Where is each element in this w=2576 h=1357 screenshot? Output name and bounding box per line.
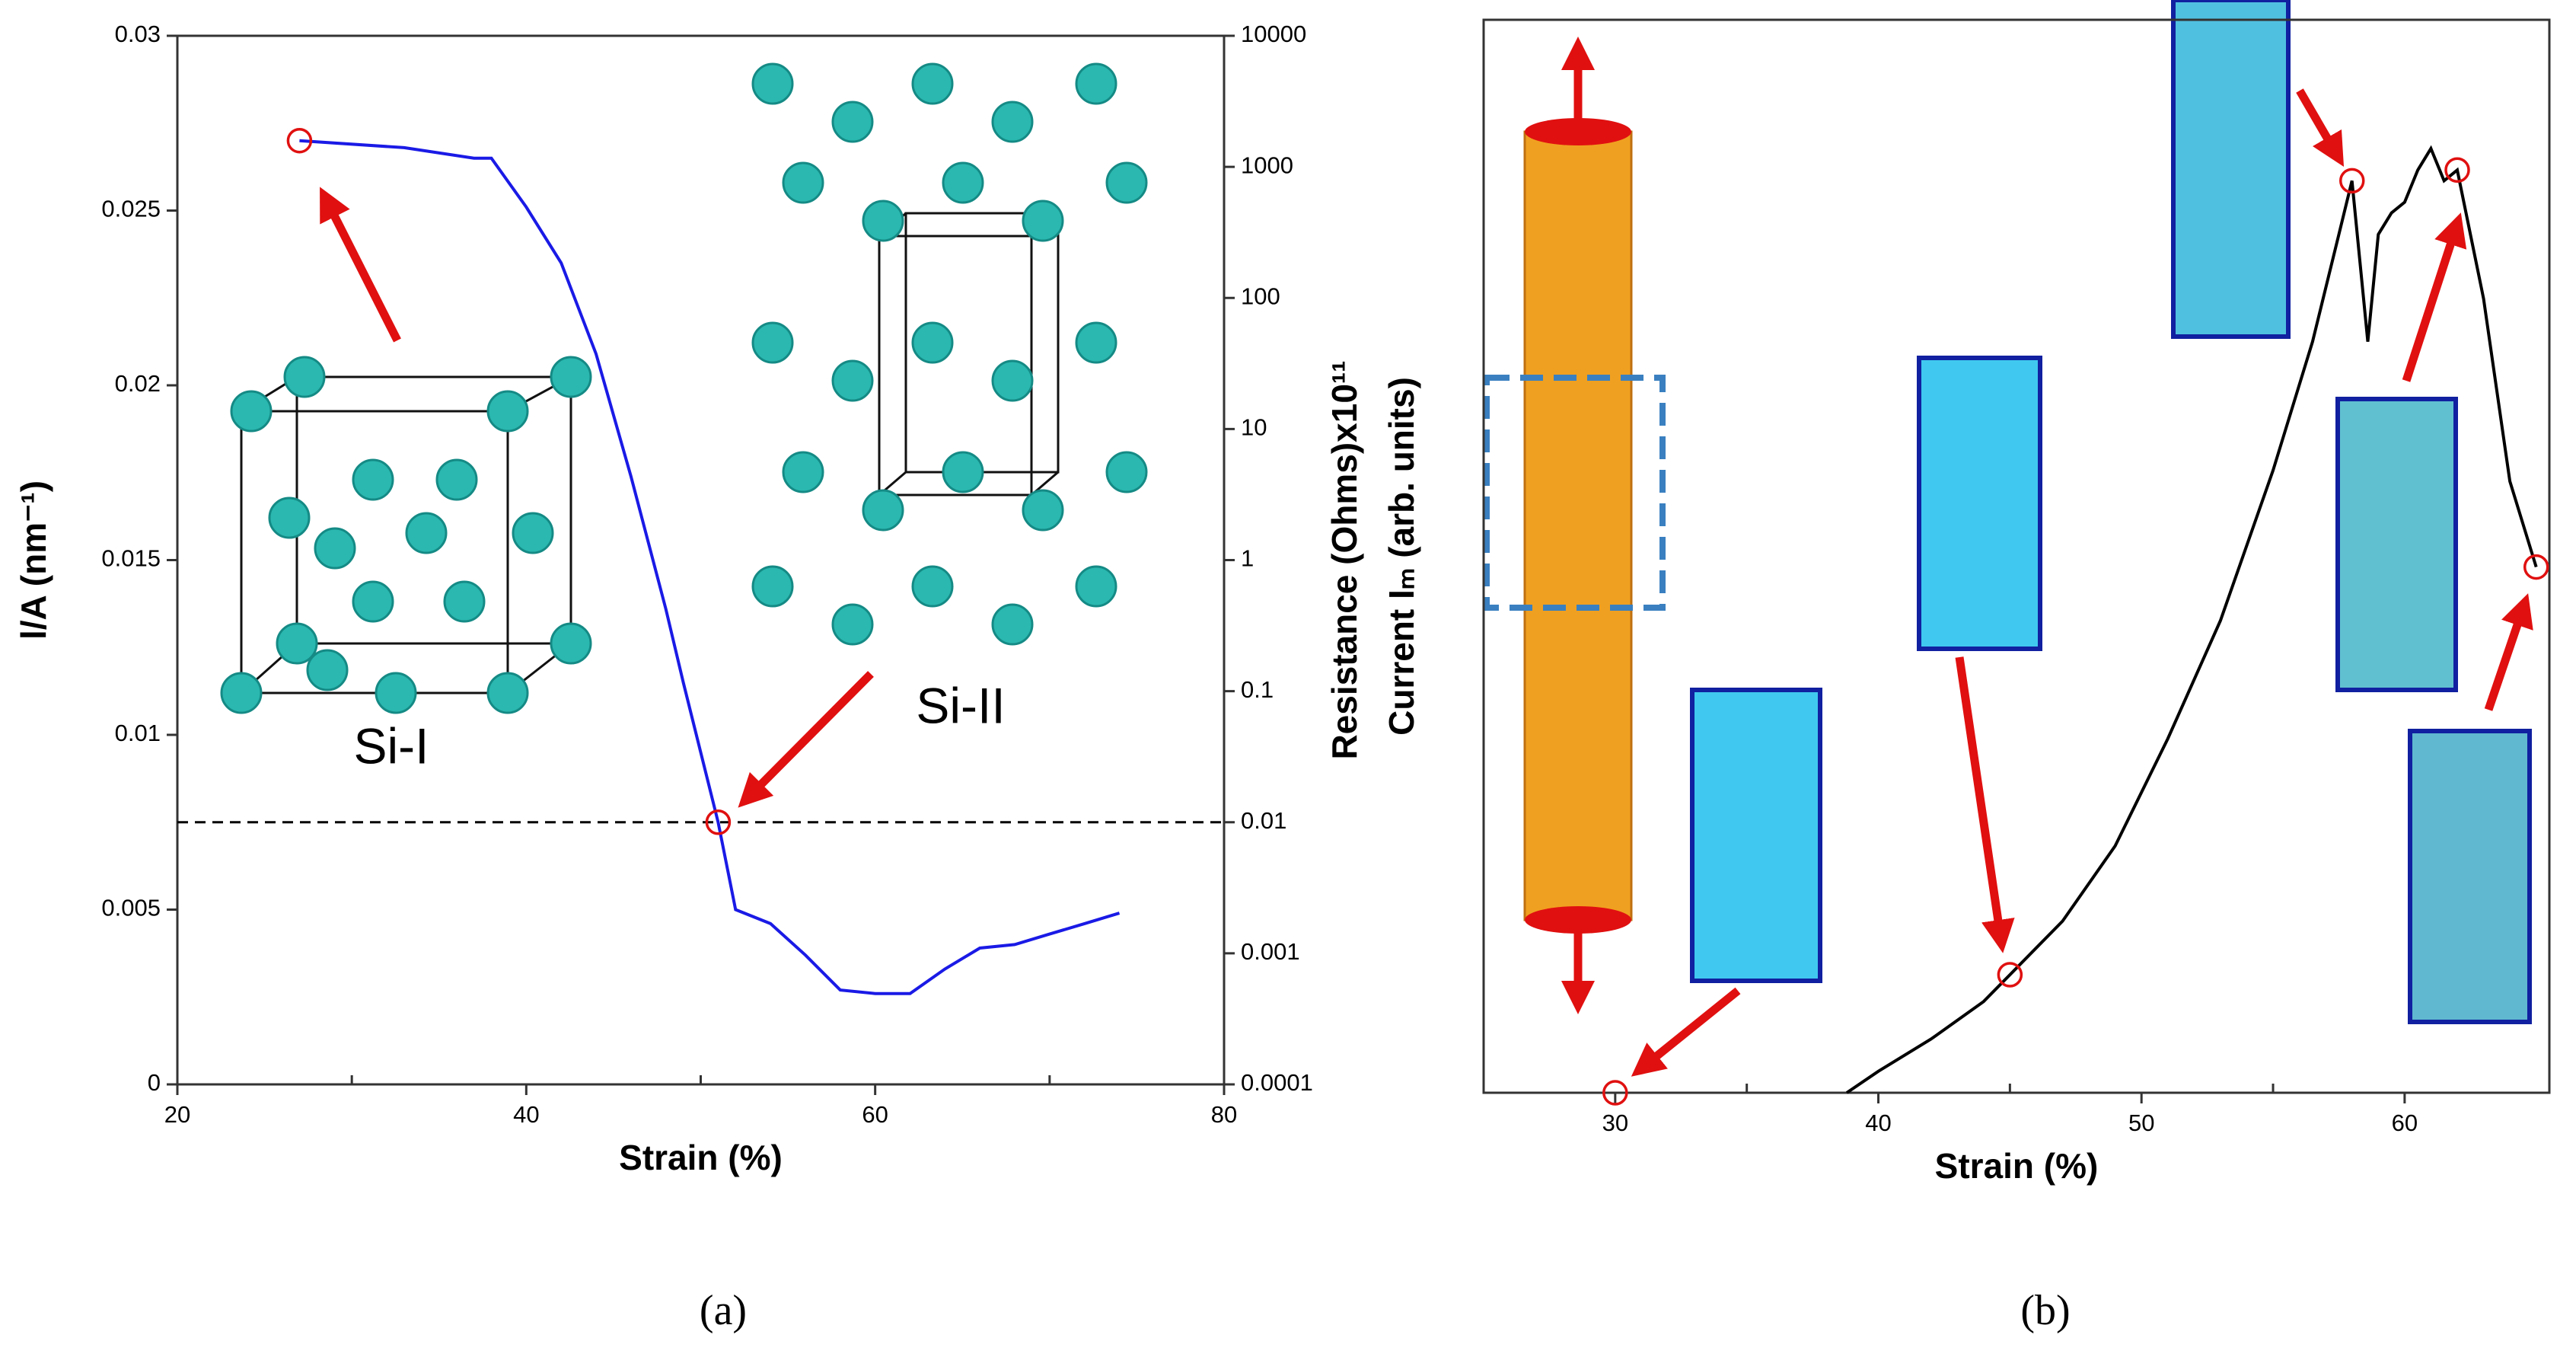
plot-frame [1482,18,2551,1094]
y2-tick-label: 1 [1241,545,1254,572]
marker [1602,1080,1628,1106]
atom [220,672,263,714]
atom [942,451,984,493]
atom [831,603,874,646]
atom [443,580,486,623]
x-tick-label: 40 [513,1101,539,1128]
atom [751,321,794,364]
atom [862,200,904,242]
x-axis-label: Strain (%) [1935,1146,2099,1186]
y2-tick-label: 0.001 [1241,938,1300,965]
atom [1105,161,1148,204]
atom [862,489,904,532]
atom [550,622,592,665]
atom [991,359,1034,402]
caption: (a) [700,1287,747,1334]
atom [352,458,394,501]
atom [782,161,824,204]
atom [375,672,417,714]
x-tick-label: 50 [2128,1110,2154,1136]
atom [1105,451,1148,493]
annotation: Si-II [916,677,1005,733]
y2-tick-label: 1000 [1241,152,1293,178]
marker [1997,962,2023,988]
atom [1022,489,1064,532]
y2-axis-label: Resistance (Ohms)x10¹¹ [1325,360,1364,759]
atom [486,672,529,714]
y-tick-label: 0.005 [101,895,161,921]
atom [352,580,394,623]
atom [283,356,326,398]
nanowire [1523,130,1633,921]
atom [276,622,318,665]
atom [314,527,356,570]
nanowire-end [1525,906,1631,934]
y2-tick-label: 0.1 [1241,676,1274,703]
y2-tick-label: 10 [1241,414,1267,441]
illustrations [220,0,2533,1077]
y-tick-label: 0.025 [101,196,161,222]
selection-box [1484,375,1666,611]
y-tick-label: 0 [148,1069,161,1096]
y-axis-label: l/A (nm⁻¹) [14,481,53,640]
atom [991,603,1034,646]
marker [2338,168,2365,194]
y2-tick-label: 0.0001 [1241,1069,1313,1096]
x-tick-label: 20 [164,1101,190,1128]
y2-tick-label: 0.01 [1241,807,1286,834]
atom [1075,62,1117,105]
x-axis-label: Strain (%) [619,1138,783,1177]
atom [911,62,954,105]
atom [751,565,794,608]
data-line [299,139,1121,995]
atom [831,101,874,143]
atom [486,390,529,433]
atom [911,321,954,364]
y-tick-label: 0.02 [115,370,161,397]
y-tick-label: 0.03 [115,21,161,47]
nanowire-end [1525,118,1631,145]
atom [991,101,1034,143]
data-line [1845,145,2538,1094]
atom [550,356,592,398]
arrows [320,88,2533,1077]
atom [942,161,984,204]
atom [1022,200,1064,242]
y-tick-label: 0.015 [101,545,161,572]
atom [751,62,794,105]
marker [2444,157,2470,184]
x-tick-label: 60 [2392,1110,2418,1136]
atom [230,390,273,433]
x-tick-label: 60 [862,1101,888,1128]
y-tick-label: 0.01 [115,720,161,746]
atom [405,512,448,554]
atom [782,451,824,493]
annotation: Si-I [354,717,429,774]
y2-tick-label: 100 [1241,283,1280,309]
x-tick-label: 40 [1865,1110,1891,1136]
marker [2523,554,2549,580]
atom [306,649,349,691]
atom [512,512,554,554]
snapshots [1690,0,2532,1024]
marker [286,127,313,154]
x-tick-label: 30 [1602,1110,1628,1136]
atom [1075,565,1117,608]
x-tick-label: 80 [1211,1101,1237,1128]
atom [268,497,311,539]
marker [705,809,732,835]
caption: (b) [2020,1287,2070,1334]
atom [435,458,478,501]
atom [1075,321,1117,364]
y2-tick-label: 10000 [1241,21,1306,47]
atom [831,359,874,402]
atom [911,565,954,608]
y-axis-label: Current Iₘ (arb. units) [1382,377,1421,736]
